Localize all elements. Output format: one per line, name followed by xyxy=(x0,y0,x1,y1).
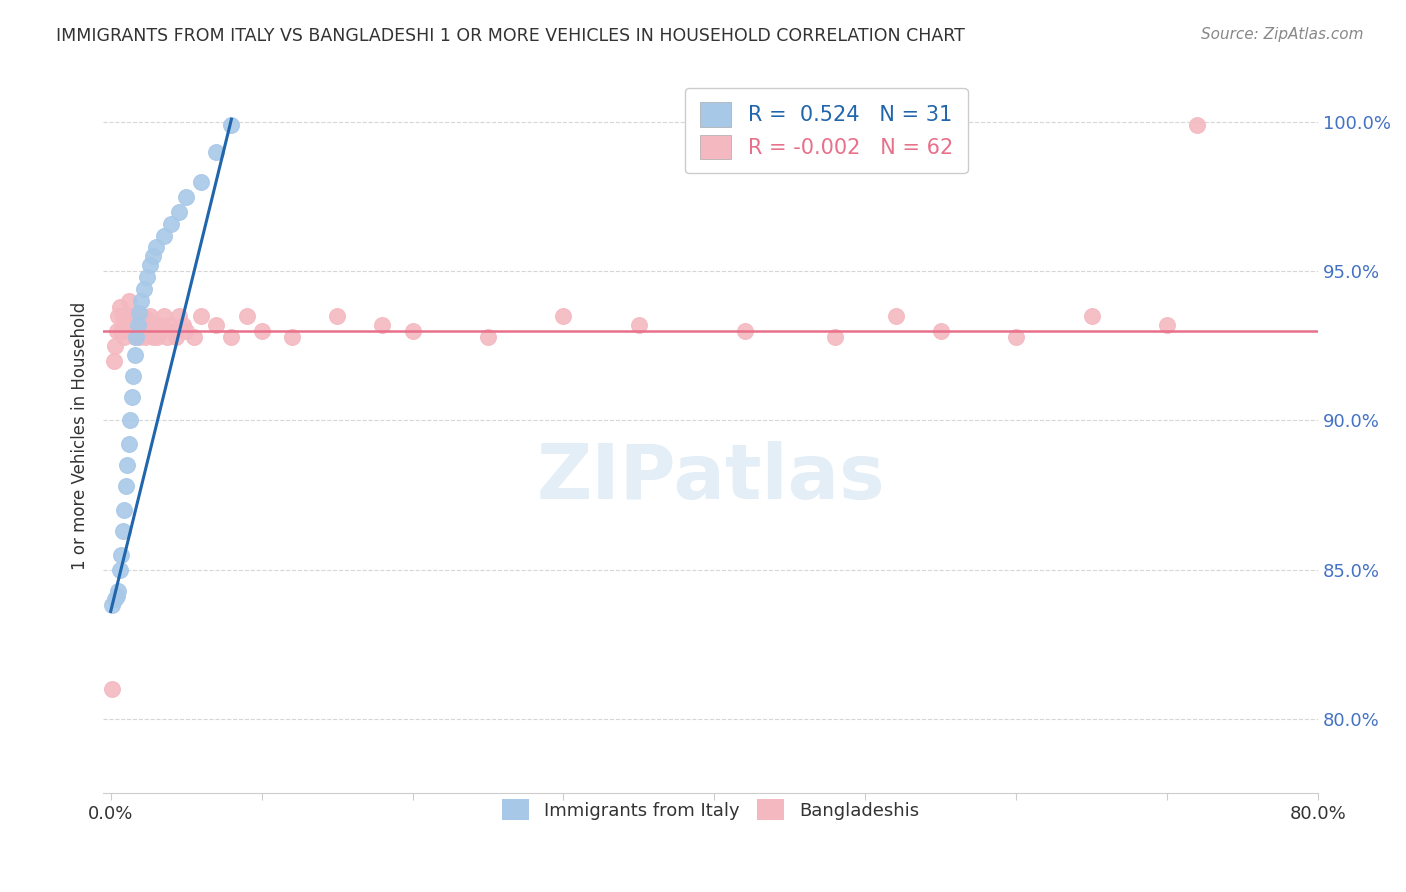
Point xyxy=(221,330,243,344)
Point xyxy=(734,324,756,338)
Point xyxy=(114,318,136,332)
Text: IMMIGRANTS FROM ITALY VS BANGLADESHI 1 OR MORE VEHICLES IN HOUSEHOLD CORRELATION: IMMIGRANTS FROM ITALY VS BANGLADESHI 1 O… xyxy=(56,27,965,45)
Point xyxy=(1187,118,1209,132)
Point xyxy=(142,330,165,344)
Point xyxy=(122,368,145,383)
Point xyxy=(122,324,145,338)
Point xyxy=(183,330,205,344)
Point xyxy=(128,306,150,320)
Point xyxy=(104,592,127,607)
Point xyxy=(1156,318,1178,332)
Point xyxy=(125,309,148,323)
Point xyxy=(174,190,197,204)
Point xyxy=(824,330,846,344)
Point xyxy=(112,330,135,344)
Point xyxy=(128,330,150,344)
Point xyxy=(121,390,143,404)
Point xyxy=(152,309,174,323)
Point xyxy=(124,348,146,362)
Point xyxy=(172,318,194,332)
Point xyxy=(165,330,187,344)
Point xyxy=(104,339,127,353)
Point xyxy=(929,324,952,338)
Point xyxy=(155,330,177,344)
Point xyxy=(221,118,243,132)
Point xyxy=(250,324,273,338)
Point xyxy=(142,249,165,263)
Point xyxy=(117,309,139,323)
Point xyxy=(120,309,142,323)
Point xyxy=(101,599,124,613)
Point xyxy=(159,318,181,332)
Point xyxy=(205,145,228,159)
Point xyxy=(135,270,157,285)
Point xyxy=(114,479,136,493)
Point xyxy=(107,583,129,598)
Point xyxy=(111,524,134,538)
Point xyxy=(139,258,162,272)
Point xyxy=(167,204,190,219)
Point xyxy=(145,324,167,338)
Point xyxy=(129,324,152,338)
Point xyxy=(138,324,160,338)
Point xyxy=(124,330,146,344)
Text: Source: ZipAtlas.com: Source: ZipAtlas.com xyxy=(1201,27,1364,42)
Point xyxy=(235,309,257,323)
Point xyxy=(162,324,184,338)
Point xyxy=(884,309,907,323)
Point xyxy=(117,458,139,473)
Point xyxy=(111,309,134,323)
Point xyxy=(167,309,190,323)
Point xyxy=(132,282,155,296)
Point xyxy=(143,318,166,332)
Point xyxy=(146,330,169,344)
Point xyxy=(105,324,128,338)
Point xyxy=(110,324,132,338)
Point xyxy=(190,175,212,189)
Point xyxy=(135,312,157,326)
Point xyxy=(101,681,124,696)
Point xyxy=(145,240,167,254)
Text: ZIPatlas: ZIPatlas xyxy=(536,442,884,516)
Point xyxy=(1080,309,1102,323)
Point xyxy=(401,324,423,338)
Point xyxy=(118,294,141,309)
Point xyxy=(371,318,394,332)
Point xyxy=(190,309,212,323)
Point xyxy=(121,318,143,332)
Point xyxy=(131,309,153,323)
Point xyxy=(139,309,162,323)
Legend: Immigrants from Italy, Bangladeshis: Immigrants from Italy, Bangladeshis xyxy=(488,785,934,834)
Point xyxy=(160,217,183,231)
Point xyxy=(1005,330,1028,344)
Point xyxy=(553,309,575,323)
Point xyxy=(148,318,170,332)
Point xyxy=(205,318,228,332)
Point xyxy=(108,300,131,314)
Point xyxy=(127,318,149,332)
Point xyxy=(134,330,156,344)
Point xyxy=(174,324,197,338)
Point xyxy=(132,318,155,332)
Point xyxy=(112,503,135,517)
Point xyxy=(129,294,152,309)
Point xyxy=(107,309,129,323)
Point xyxy=(125,330,148,344)
Point xyxy=(152,228,174,243)
Point xyxy=(149,324,172,338)
Point xyxy=(103,354,125,368)
Point xyxy=(477,330,499,344)
Point xyxy=(108,563,131,577)
Point xyxy=(110,548,132,562)
Point xyxy=(627,318,650,332)
Point xyxy=(118,437,141,451)
Point xyxy=(281,330,304,344)
Point xyxy=(141,324,163,338)
Y-axis label: 1 or more Vehicles in Household: 1 or more Vehicles in Household xyxy=(72,301,89,569)
Point xyxy=(120,413,142,427)
Point xyxy=(105,590,128,604)
Point xyxy=(326,309,349,323)
Point xyxy=(127,318,149,332)
